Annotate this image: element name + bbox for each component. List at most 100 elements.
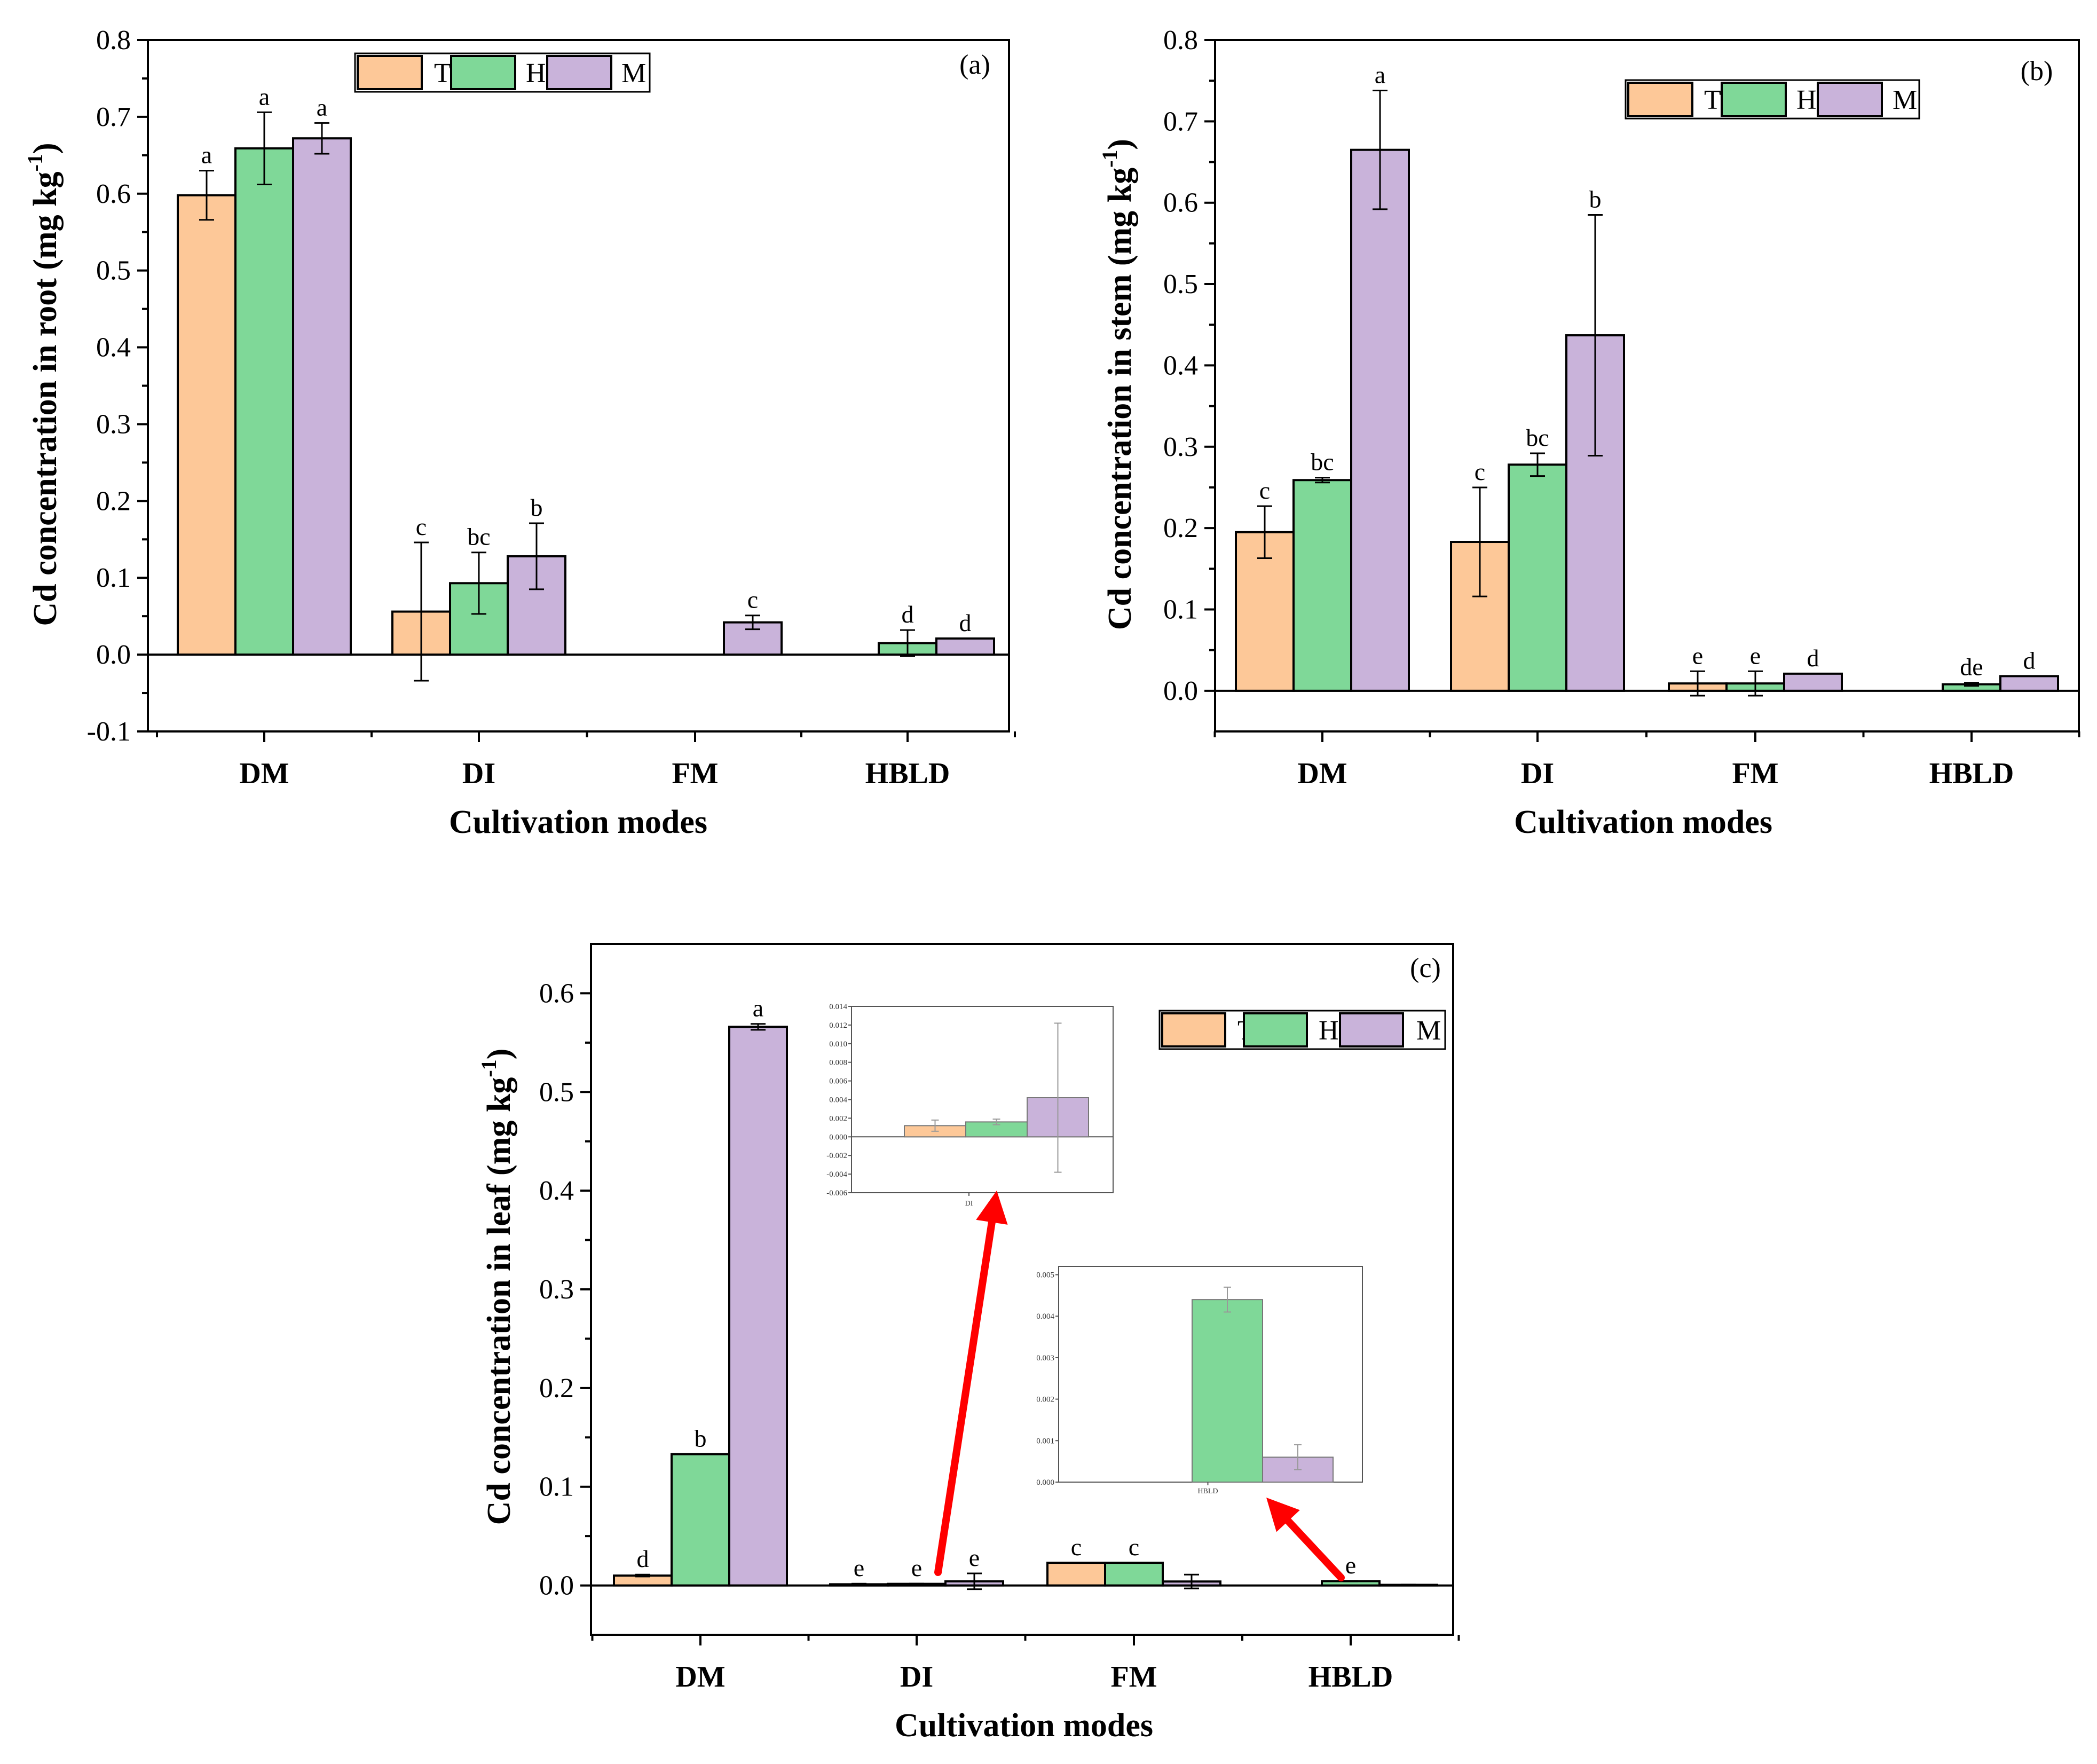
- significance-letter: e: [854, 1554, 864, 1581]
- error-bar-T-DI: [1472, 486, 1487, 597]
- inset-y-tick-label: 0.004: [1036, 1312, 1054, 1321]
- y-tick-label: 0.5: [1163, 269, 1198, 300]
- error-bar-M-DI: [1588, 214, 1603, 457]
- y-axis-title-superscript: -1: [23, 154, 47, 171]
- y-tick-label: 0.2: [539, 1373, 574, 1404]
- x-tick-label-DI: DI: [900, 1660, 933, 1694]
- x-tick-label-HBLD: HBLD: [1308, 1660, 1393, 1694]
- y-tick-label: -0.1: [87, 716, 131, 747]
- legend: THM: [1158, 1010, 1446, 1050]
- significance-letter: d: [2023, 647, 2036, 674]
- inset-DI: -0.006 -0.004 -0.002 0.000 0.002 0.004 0.006 0.…: [826, 1003, 1114, 1208]
- significance-letter: d: [1807, 644, 1819, 672]
- y-tick-label: 0.3: [96, 409, 131, 439]
- bar-M-DM: [728, 1026, 788, 1587]
- bar-M-HBLD: [935, 637, 995, 656]
- y-tick-label: 0.7: [1163, 106, 1198, 137]
- bar-M-HBLD: [1999, 675, 2059, 692]
- error-bar-H-DI: [1530, 452, 1545, 477]
- significance-letter: d: [637, 1545, 649, 1572]
- error-bar-H-FM: [1748, 670, 1763, 697]
- x-axis-title: Cultivation modes: [1514, 804, 1772, 840]
- inset-y-tick-label: 0.004: [829, 1096, 847, 1105]
- legend-label-H: H: [1796, 85, 1817, 115]
- inset-y-tick-label: 0.002: [1036, 1396, 1054, 1404]
- y-axis-title-main: Cd concentration in root (mg kg: [27, 171, 64, 626]
- arrow-shaft: [1284, 1517, 1345, 1581]
- significance-letter: d: [959, 609, 972, 636]
- x-tick-label-HBLD: HBLD: [1929, 757, 2014, 790]
- x-axis-title: Cultivation modes: [895, 1707, 1153, 1744]
- bar-H-DI: [1508, 463, 1567, 692]
- significance-letter: c: [1259, 477, 1270, 504]
- error-bar-M-DM: [1373, 89, 1388, 210]
- significance-letter: de: [1960, 653, 1983, 681]
- inset-x-tick-label: HBLD: [1197, 1487, 1218, 1495]
- legend-swatch-T: [357, 55, 423, 90]
- bar-M-FM: [1783, 672, 1843, 692]
- y-tick-label: 0.6: [539, 978, 574, 1009]
- x-tick-label-FM: FM: [672, 757, 718, 790]
- significance-letter: bc: [467, 523, 490, 550]
- legend-swatch-M: [546, 55, 612, 90]
- y-tick-label: 0.0: [1163, 676, 1198, 706]
- panel-a: acabcdabcd-0.10.00.10.20.30.40.50.60.70.…: [23, 25, 1016, 840]
- y-tick-label: 0.4: [539, 1176, 574, 1206]
- bar-T-FM: [1046, 1562, 1106, 1587]
- x-tick-label-DM: DM: [239, 757, 289, 790]
- legend-label-T: T: [434, 58, 451, 89]
- significance-letter: a: [1375, 61, 1385, 88]
- arrow-head: [976, 1191, 1008, 1225]
- inset-y-tick-label: -0.004: [826, 1170, 847, 1179]
- x-tick-label-DI: DI: [1521, 757, 1554, 790]
- significance-letter: c: [1129, 1533, 1139, 1561]
- y-tick-label: 0.2: [96, 486, 131, 516]
- error-bar-M-FM: [1184, 1573, 1199, 1589]
- significance-letter: b: [1589, 186, 1602, 213]
- legend-label-M: M: [1416, 1015, 1441, 1046]
- y-axis-title-superscript: -1: [477, 1059, 501, 1077]
- inset-y-tick-label: 0.012: [829, 1021, 847, 1030]
- legend-swatch-T: [1161, 1012, 1226, 1048]
- error-bar-H-HBLD: [1964, 682, 1979, 687]
- legend-label-T: T: [1704, 85, 1721, 115]
- error-bar-H-DI: [471, 552, 486, 615]
- significance-letter: e: [911, 1554, 922, 1581]
- x-tick-label-FM: FM: [1732, 757, 1778, 790]
- error-bar-T-DM: [635, 1573, 650, 1578]
- error-bar-T-DI: [852, 1582, 866, 1586]
- x-tick-label-FM: FM: [1110, 1660, 1157, 1694]
- y-tick-label: 0.3: [1163, 432, 1198, 462]
- y-tick-label: 0.6: [1163, 188, 1198, 218]
- x-tick-label-DI: DI: [462, 757, 495, 790]
- y-axis-title: Cd concentration in root (mg kg-1): [23, 143, 64, 626]
- inset-y-tick-label: 0.010: [829, 1040, 847, 1049]
- bar-H-FM: [1104, 1562, 1164, 1587]
- significance-letter: c: [416, 513, 427, 540]
- y-tick-label: 0.4: [1163, 350, 1198, 381]
- y-axis-title: Cd concentration in leaf (mg kg-1): [477, 1049, 517, 1525]
- legend-label-M: M: [1893, 85, 1917, 115]
- panel-label: (b): [2021, 56, 2053, 86]
- inset-y-tick-label: 0.000: [829, 1133, 847, 1141]
- significance-letter: e: [1692, 642, 1703, 669]
- error-bar-M-FM: [745, 615, 760, 631]
- y-tick-label: 0.1: [539, 1472, 574, 1502]
- error-bar-M-DM: [314, 122, 329, 155]
- panel-c: d e c b e c e a e 0.0 0.1 0.2 0.3 0.4 0.5 0.6 DM DI FM HBLD…: [477, 943, 1460, 1744]
- y-axis-title-superscript: -1: [1098, 150, 1122, 168]
- y-tick-label: 0.7: [96, 102, 131, 132]
- significance-letter: a: [259, 83, 270, 110]
- inset-error-bar-H: [992, 1119, 1000, 1125]
- y-tick-label: 0.1: [1163, 594, 1198, 625]
- y-axis-title-close: ): [481, 1049, 517, 1060]
- y-tick-label: 0.6: [96, 179, 131, 209]
- legend-label-H: H: [526, 58, 546, 89]
- inset-y-tick-label: 0.014: [829, 1003, 847, 1011]
- error-bar-T-DM: [1257, 505, 1272, 559]
- legend-swatch-H: [1721, 82, 1787, 117]
- y-tick-label: 0.5: [539, 1077, 574, 1107]
- legend-swatch-H: [450, 55, 516, 90]
- legend-swatch-T: [1627, 82, 1693, 117]
